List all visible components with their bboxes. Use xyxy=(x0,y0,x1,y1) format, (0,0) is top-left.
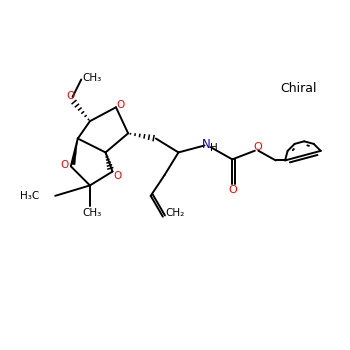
Text: O: O xyxy=(67,91,75,101)
Text: H: H xyxy=(210,143,218,153)
Text: O: O xyxy=(61,160,69,170)
Polygon shape xyxy=(71,139,78,165)
Text: H₃C: H₃C xyxy=(20,191,40,201)
Text: Chiral: Chiral xyxy=(280,82,316,95)
Text: O: O xyxy=(116,99,125,110)
Text: O: O xyxy=(113,171,121,181)
Text: CH₃: CH₃ xyxy=(83,73,102,83)
Text: O: O xyxy=(253,141,262,152)
Text: N: N xyxy=(202,138,211,151)
Text: CH₃: CH₃ xyxy=(82,208,101,218)
Text: CH₂: CH₂ xyxy=(165,208,185,218)
Text: O: O xyxy=(229,185,237,195)
